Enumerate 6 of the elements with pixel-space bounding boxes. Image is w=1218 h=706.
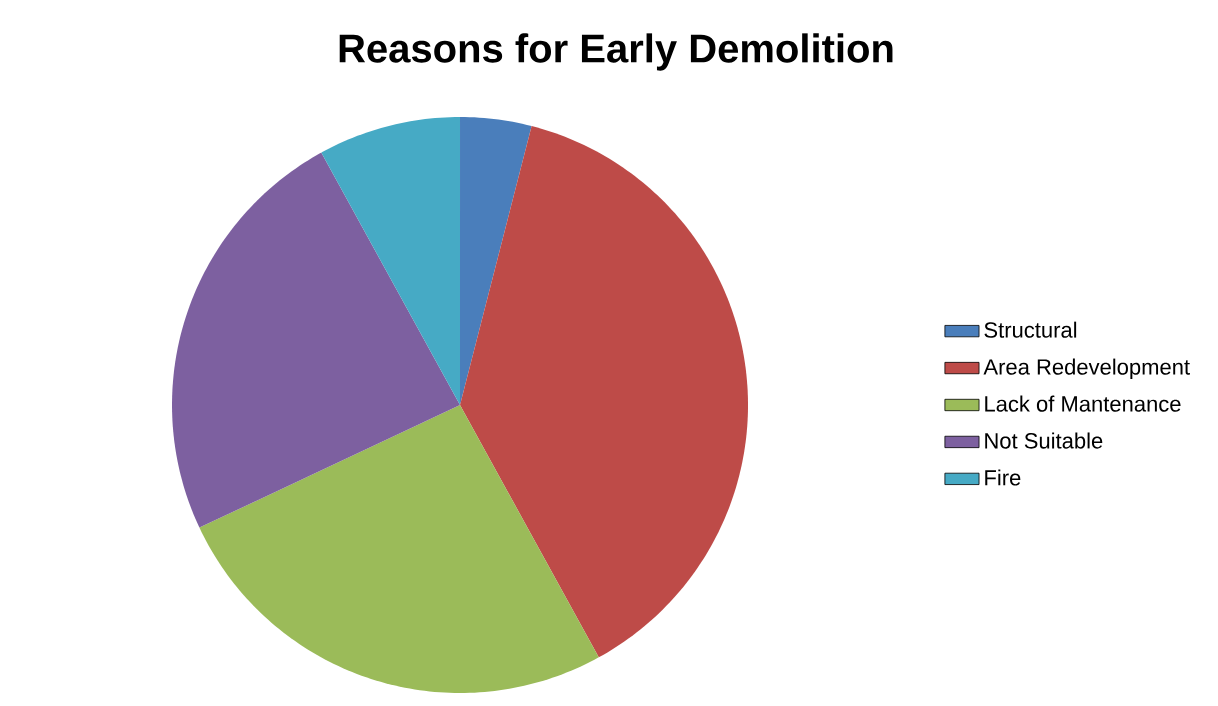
legend-label: Not Suitable <box>985 432 1103 449</box>
chart-title: Reasons for Early Demolition <box>339 33 893 71</box>
legend-label: Lack of Mantenance <box>985 395 1181 412</box>
legend-label: Structural <box>984 321 1077 338</box>
legend-label: Fire <box>985 469 1021 486</box>
legend-label: Area Redevelopment <box>983 358 1190 380</box>
